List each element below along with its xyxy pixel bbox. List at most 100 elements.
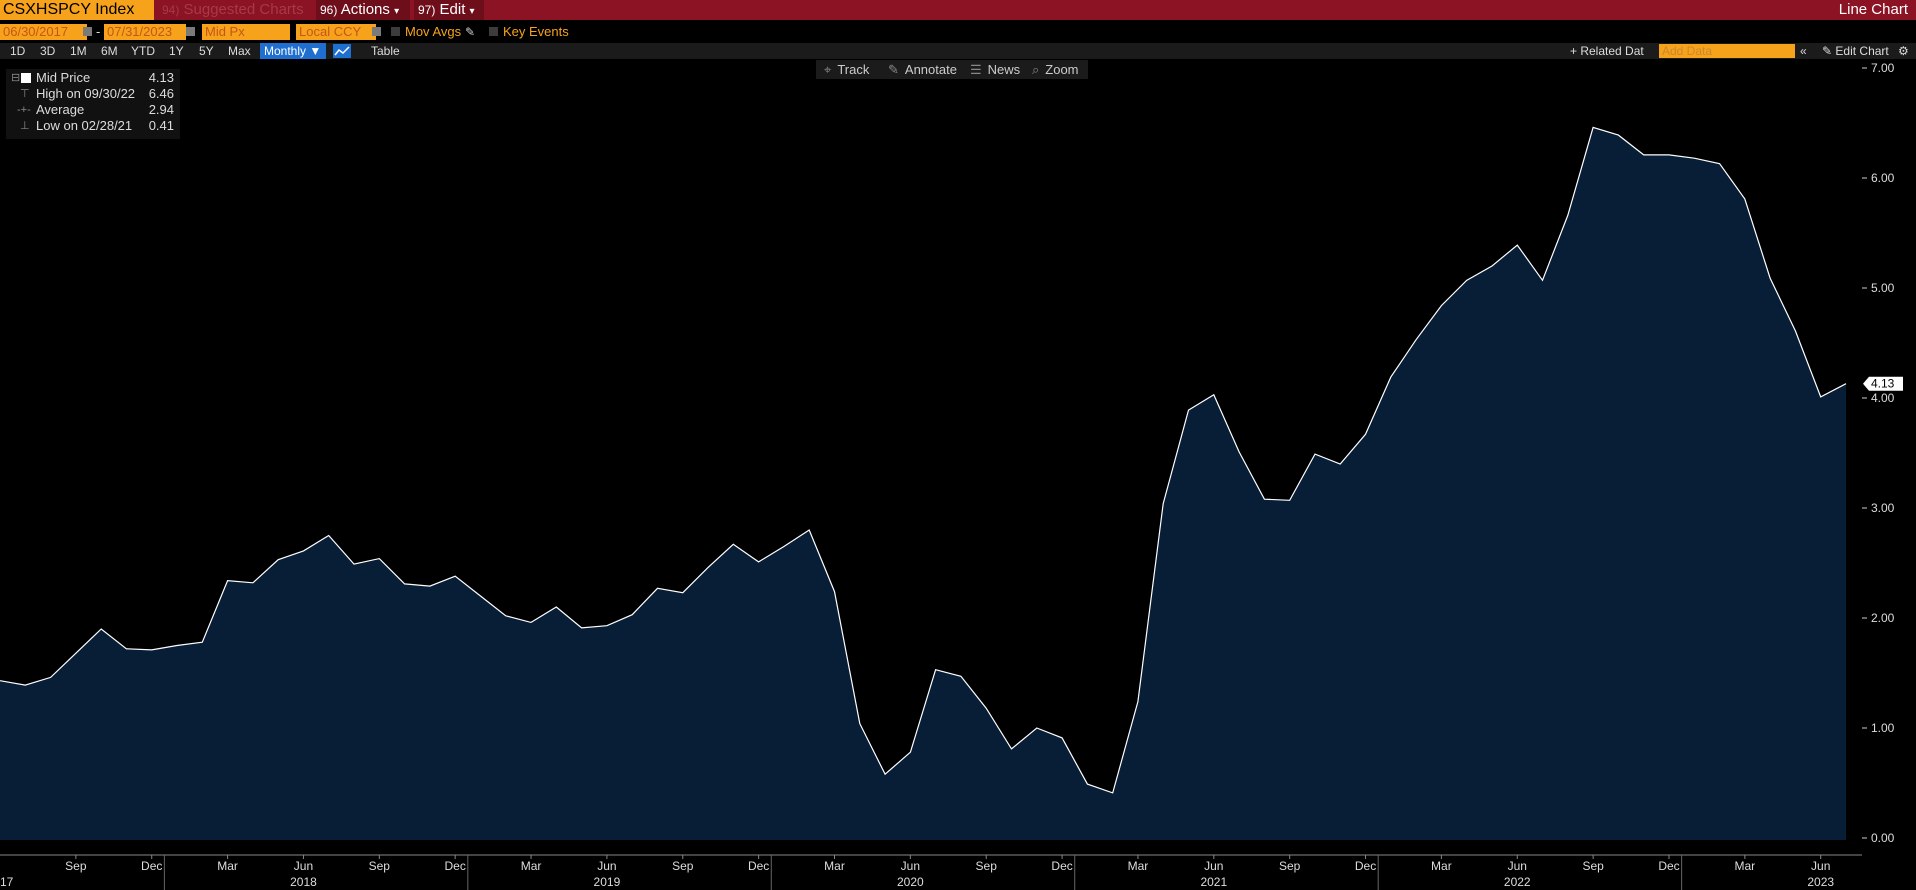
series-swatch <box>21 73 31 83</box>
suggested-label: Suggested Charts <box>183 1 304 18</box>
suggested-charts-button[interactable]: 94) Suggested Charts <box>158 0 312 20</box>
calendar-icon[interactable] <box>83 27 92 36</box>
calendar-icon[interactable] <box>186 27 195 36</box>
period-ytd[interactable]: YTD <box>131 44 155 58</box>
x-axis: Sep Dec Mar Jun Sep Dec Mar Jun Sep Dec Mar Jun Sep D… <box>0 854 1862 890</box>
actions-menu-button[interactable]: 96) Actions ▾ <box>316 0 410 20</box>
line-chart-icon[interactable] <box>333 44 351 58</box>
x-year-label: 2020 <box>897 875 924 889</box>
edit-menu-button[interactable]: 97) Edit ▾ <box>414 0 484 20</box>
add-data-input[interactable]: Add Data <box>1659 44 1795 58</box>
x-tick-label: Sep <box>976 859 998 873</box>
news-button[interactable]: ☰ News <box>970 60 1020 79</box>
last-value-label: 4.13 <box>1871 377 1895 391</box>
mov-avgs-label[interactable]: Mov Avgs <box>405 24 462 39</box>
news-icon: ☰ <box>970 62 982 77</box>
end-date-input[interactable]: 07/31/2023 <box>104 24 186 40</box>
x-tick-label: Dec <box>1051 859 1072 873</box>
zoom-button[interactable]: ⌕ Zoom <box>1032 60 1079 79</box>
legend-mid-price-value: 4.13 <box>148 70 174 85</box>
edit-label: Edit <box>439 1 466 18</box>
x-year-label: 2022 <box>1504 875 1531 889</box>
x-tick-label: Mar <box>1128 859 1149 873</box>
x-year-label: 2023 <box>1807 875 1834 889</box>
chevron-down-icon: ▾ <box>394 6 400 17</box>
x-tick-label: Jun <box>1204 859 1223 873</box>
x-tick-label: Sep <box>369 859 391 873</box>
y-tick-label: 3.00 <box>1871 501 1895 515</box>
x-tick-label: Dec <box>748 859 769 873</box>
dropdown-icon[interactable] <box>372 27 381 36</box>
x-tick-label: Dec <box>445 859 466 873</box>
x-tick-label: Mar <box>217 859 238 873</box>
start-date-input[interactable]: 06/30/2017 <box>0 24 87 40</box>
x-tick-label: Sep <box>1279 859 1301 873</box>
magnifier-icon: ⌕ <box>1032 62 1040 77</box>
actions-label: Actions <box>340 1 390 18</box>
header-bar: CSXHSPCY Index 94) Suggested Charts 96) … <box>0 0 1916 20</box>
frequency-select[interactable]: Monthly ▼ <box>260 43 326 59</box>
table-button[interactable]: Table <box>371 44 400 58</box>
chevron-down-icon: ▾ <box>469 6 475 17</box>
x-tick-label: Sep <box>65 859 87 873</box>
y-tick-label: 0.00 <box>1871 831 1895 845</box>
chart-tools-bar: ⌖ Track ✎ Annotate ☰ News ⌕ Zoom <box>816 60 1088 79</box>
chart-area[interactable]: 0.00 1.00 2.00 3.00 4.00 5.00 6.00 7.00 4.13 Sep… <box>0 60 1916 890</box>
key-events-label[interactable]: Key Events <box>503 24 569 39</box>
actions-number: 96) <box>320 3 338 17</box>
y-tick-label: 5.00 <box>1871 281 1895 295</box>
price-field-select[interactable]: Mid Px <box>202 24 290 40</box>
period-6m[interactable]: 6M <box>101 44 118 58</box>
y-tick-label: 1.00 <box>1871 721 1895 735</box>
edit-number: 97) <box>418 3 436 17</box>
pencil-icon[interactable]: ✎ <box>465 25 476 39</box>
average-line-icon: -+- <box>17 104 31 116</box>
legend-low-value: 0.41 <box>148 118 174 133</box>
news-label: News <box>987 62 1021 77</box>
legend-high-label: High on 09/30/22 <box>36 86 136 101</box>
area-fill <box>0 127 1846 840</box>
period-1d[interactable]: 1D <box>10 44 26 58</box>
x-tick-label: Jun <box>1508 859 1527 873</box>
track-button[interactable]: ⌖ Track <box>824 60 869 79</box>
edit-chart-button[interactable]: ✎ Edit Chart <box>1822 44 1889 58</box>
period-1y[interactable]: 1Y <box>169 44 184 58</box>
gear-icon[interactable]: ⚙ <box>1898 44 1909 58</box>
ticker-field[interactable]: CSXHSPCY Index <box>0 0 154 20</box>
period-max[interactable]: Max <box>228 44 251 58</box>
date-separator: - <box>96 24 101 39</box>
x-year-label: 2018 <box>290 875 317 889</box>
period-1m[interactable]: 1M <box>70 44 87 58</box>
legend-average-label: Average <box>36 102 85 117</box>
annotate-button[interactable]: ✎ Annotate <box>888 60 957 79</box>
period-5y[interactable]: 5Y <box>199 44 214 58</box>
y-tick-label: 2.00 <box>1871 611 1895 625</box>
high-marker-icon: ⊤ <box>20 88 30 100</box>
legend-average-value: 2.94 <box>148 102 174 117</box>
y-axis: 0.00 1.00 2.00 3.00 4.00 5.00 6.00 7.00 4.13 <box>1862 61 1903 845</box>
pencil-icon: ✎ <box>888 62 899 77</box>
x-tick-label: Jun <box>597 859 616 873</box>
x-tick-label: Mar <box>824 859 845 873</box>
x-tick-label: Dec <box>1355 859 1376 873</box>
legend-low: ⊥ Low on 02/28/21 0.41 <box>6 118 180 134</box>
currency-select[interactable]: Local CCY <box>296 24 376 40</box>
y-tick-label: 4.00 <box>1871 391 1895 405</box>
x-tick-label: Dec <box>1658 859 1679 873</box>
chart-legend[interactable]: ⊟ Mid Price 4.13 ⊤ High on 09/30/22 6.46… <box>6 69 180 139</box>
period-3d[interactable]: 3D <box>40 44 56 58</box>
mov-avgs-checkbox[interactable] <box>391 27 400 36</box>
key-events-checkbox[interactable] <box>489 27 498 36</box>
legend-high: ⊤ High on 09/30/22 6.46 <box>6 86 180 102</box>
legend-high-value: 6.46 <box>148 86 174 101</box>
legend-mid-price-label: Mid Price <box>36 70 91 85</box>
x-tick-label: Mar <box>521 859 542 873</box>
expand-icon[interactable]: ⊟ <box>11 72 21 84</box>
series-line <box>0 126 1847 794</box>
x-year-label: 2017 <box>0 875 14 889</box>
low-marker-icon: ⊥ <box>20 120 30 132</box>
legend-mid-price: ⊟ Mid Price 4.13 <box>6 70 180 86</box>
related-data-button[interactable]: + Related Dat <box>1570 44 1644 58</box>
collapse-icon[interactable]: « <box>1800 44 1807 58</box>
x-tick-label: Sep <box>672 859 694 873</box>
